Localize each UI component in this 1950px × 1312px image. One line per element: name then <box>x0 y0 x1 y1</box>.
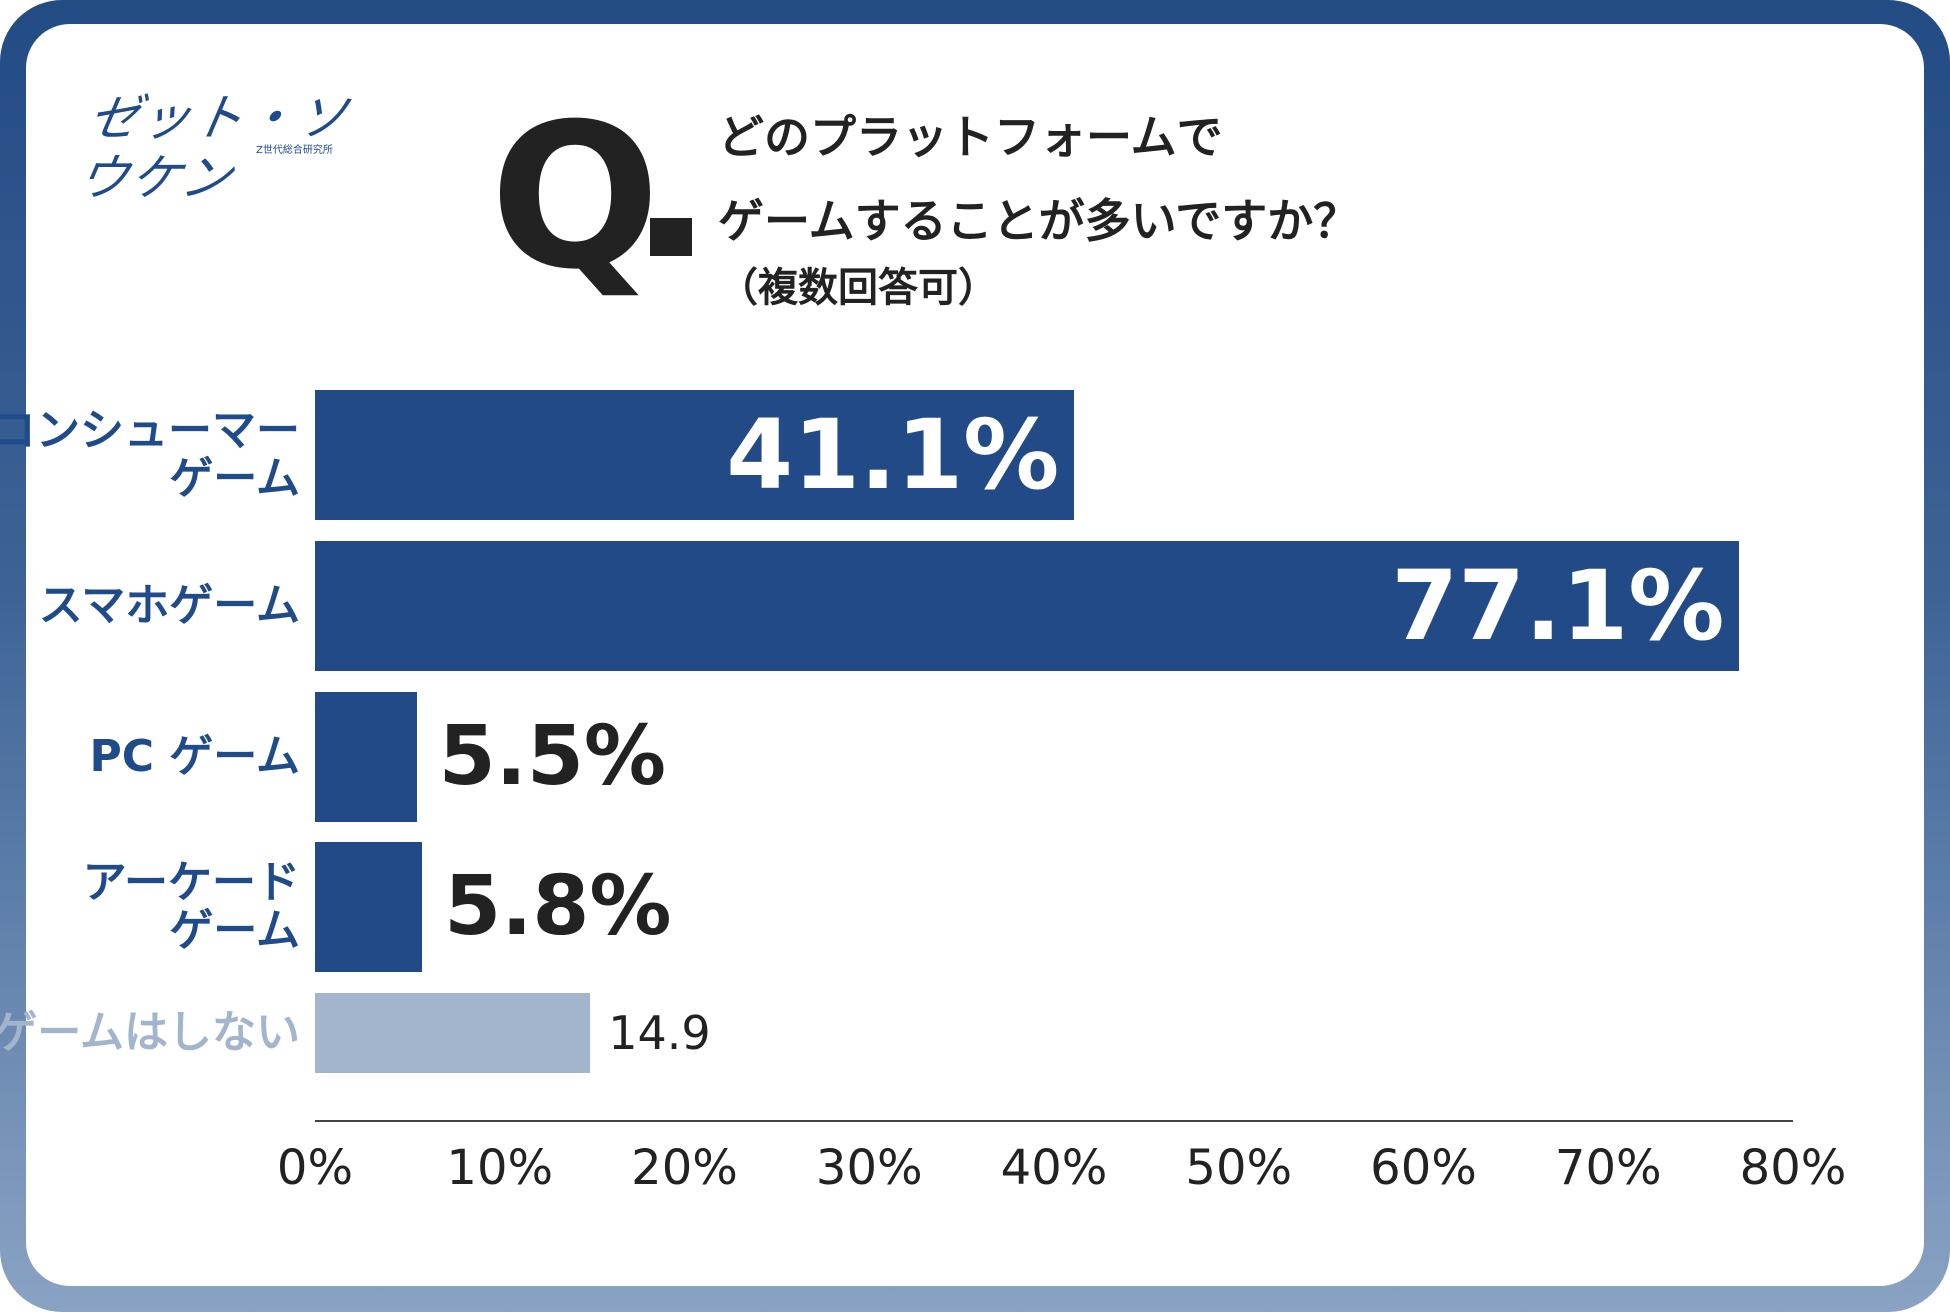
value-label: 14.9 <box>608 1006 711 1060</box>
question-line-1: どのプラットフォームで <box>718 110 1223 164</box>
category-label: コンシューマー ゲーム <box>0 405 300 504</box>
question-mark-dot <box>650 218 692 256</box>
x-tick-label: 20% <box>631 1140 738 1196</box>
question-mark: Q <box>490 81 661 314</box>
x-tick-label: 40% <box>1000 1140 1108 1196</box>
bar <box>315 390 1075 520</box>
question-line-2: ゲームすることが多いですか？ <box>718 194 1360 248</box>
value-label: 41.1% <box>726 399 1060 511</box>
category-label: PC ゲーム <box>89 731 300 782</box>
x-tick-label: 80% <box>1739 1140 1847 1196</box>
logo-subtitle: Z世代総合研究所 <box>256 145 333 156</box>
category-label: スマホゲーム <box>38 580 300 631</box>
value-label: 5.8% <box>444 859 672 954</box>
question-note: （複数回答可） <box>718 265 998 311</box>
value-label: 77.1% <box>1391 550 1725 662</box>
x-tick-label: 0% <box>276 1140 354 1196</box>
category-label: アーケード ゲーム <box>82 857 300 956</box>
bar <box>315 993 591 1073</box>
x-tick-label: 50% <box>1185 1140 1293 1196</box>
x-tick-label: 70% <box>1554 1140 1662 1196</box>
bar <box>315 842 423 972</box>
brand-logo: ゼット・ソウケン Z世代総合研究所 <box>74 88 364 207</box>
value-label: 5.5% <box>438 709 667 804</box>
x-tick-label: 60% <box>1370 1140 1477 1196</box>
bar <box>315 692 417 822</box>
question-text: どのプラットフォームで ゲームすることが多いですか？ （複数回答可） <box>718 95 1359 313</box>
x-tick-label: 30% <box>815 1140 923 1196</box>
category-label: ゲームはしない <box>0 1007 300 1058</box>
x-tick-label: 10% <box>446 1140 554 1196</box>
bar <box>315 541 1740 671</box>
x-axis-line <box>315 1120 1793 1122</box>
